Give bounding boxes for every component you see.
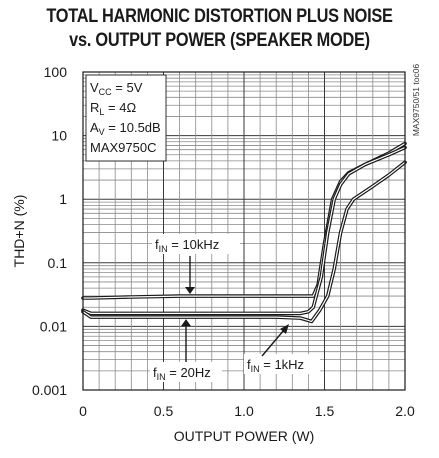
- y-tick-label: 0.1: [48, 255, 68, 271]
- y-tick-label: 0.01: [40, 318, 67, 334]
- chart-title-line-2: vs. OUTPUT POWER (SPEAKER MODE): [69, 30, 370, 51]
- chart-title-line-1: TOTAL HARMONIC DISTORTION PLUS NOISE: [46, 6, 393, 27]
- figure-code-watermark: MAX9750/51 toc06: [411, 64, 421, 137]
- annotations: VCC = 5V RL = 4Ω AV = 10.5dB MAX9750C fIN = …: [85, 74, 320, 382]
- plot-frame: [82, 71, 406, 391]
- x-tick-label: 1.5: [315, 403, 335, 419]
- y-tick-label: 100: [44, 64, 68, 80]
- condition-label: MAX9750C: [90, 140, 156, 155]
- series-layer: [81, 141, 407, 324]
- series-label-10khz: fIN = 10kHz: [155, 237, 219, 254]
- y-tick-label: 0.001: [32, 382, 67, 398]
- y-tick-label: 10: [51, 128, 67, 144]
- x-axis-label: OUTPUT POWER (W): [174, 428, 315, 444]
- series-line-highlight-1: [82, 146, 406, 314]
- arrow-20hz-head: [181, 319, 191, 327]
- x-tick-label: 2.0: [395, 403, 415, 419]
- series-label-1khz: fIN = 1kHz: [247, 357, 304, 374]
- condition-label: AV = 10.5dB: [90, 120, 161, 137]
- series-line-highlight-2: [82, 161, 406, 322]
- series-label-20hz: fIN = 20Hz: [153, 365, 211, 382]
- series-label-20hz-bg: [150, 362, 222, 382]
- x-tick-label: 0: [79, 403, 87, 419]
- series-label-10khz-bg: [152, 234, 240, 254]
- arrow-1khz-shaft: [261, 329, 285, 357]
- axes: 0 0.5 1.0 1.5 2.0 100 10 1 0.1 0.01 0.001: [32, 64, 415, 419]
- conditions-box: [85, 74, 167, 162]
- condition-label: VCC = 5V: [90, 80, 143, 97]
- x-tick-label: 1.0: [234, 403, 254, 419]
- arrow-1khz-head: [280, 324, 289, 334]
- y-axis-label: THD+N (%): [11, 195, 27, 268]
- condition-label: RL = 4Ω: [90, 100, 136, 117]
- x-tick-label: 0.5: [154, 403, 174, 419]
- y-tick-label: 1: [59, 191, 67, 207]
- arrow-10khz-head: [185, 287, 195, 295]
- series-label-1khz-bg: [244, 354, 320, 374]
